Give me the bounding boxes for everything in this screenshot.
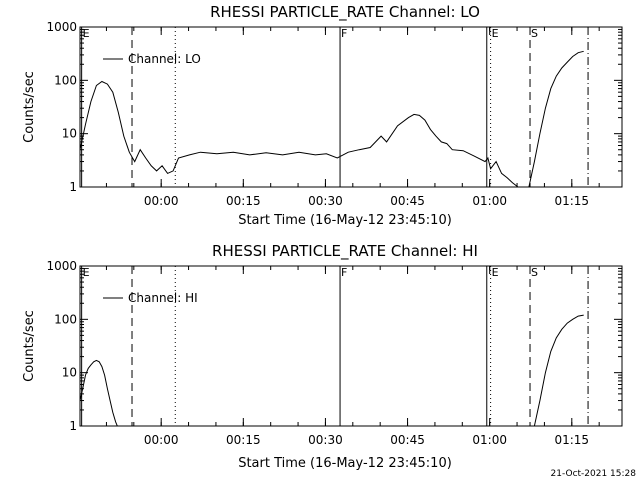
x-tick-label: 00:00: [144, 194, 179, 208]
series-line: [80, 314, 584, 426]
y-axis-label: Counts/sec: [22, 310, 37, 382]
plot-frame: [79, 26, 623, 188]
x-tick-label: 00:45: [390, 433, 425, 447]
x-axis-label: Start Time (16-May-12 23:45:10): [238, 456, 452, 471]
event-marker-label: S: [531, 266, 538, 279]
x-tick-label: 01:15: [554, 433, 589, 447]
x-tick-label: 01:15: [554, 194, 589, 208]
x-tick-label: 00:15: [226, 433, 261, 447]
event-marker-label: F: [341, 27, 347, 40]
y-tick-label: 10: [62, 366, 77, 380]
event-marker-label: F: [341, 266, 347, 279]
x-tick-label: 00:00: [144, 433, 179, 447]
event-marker-label: S: [531, 27, 538, 40]
dynamic-marks: 1 10 100 1000 00:00 00:15 00:30 00:45 01:00 01:15…: [46, 20, 622, 208]
event-marker-label: E: [492, 266, 499, 279]
y-axis-label: Counts/sec: [22, 71, 37, 143]
x-tick-label: 00:15: [226, 194, 261, 208]
chart-title: RHESSI PARTICLE_RATE Channel: HI: [212, 242, 478, 261]
dynamic-marks: 1 10 100 1000 00:00 00:15 00:30 00:45 01:00 01:15…: [46, 259, 622, 447]
event-marker-label: E: [83, 27, 90, 40]
y-tick-label: 100: [54, 312, 77, 326]
footer-timestamp: 21-Oct-2021 15:28: [551, 469, 637, 479]
x-tick-label: 00:30: [308, 433, 343, 447]
y-tick-label: 10: [62, 127, 77, 141]
y-tick-label: 100: [54, 73, 77, 87]
x-axis-label: Start Time (16-May-12 23:45:10): [238, 213, 452, 228]
plot-frame: [79, 265, 623, 427]
chart-panel-lo: RHESSI PARTICLE_RATE Channel: LO Counts/…: [22, 3, 623, 228]
x-tick-label: 01:00: [472, 433, 507, 447]
x-tick-label: 00:45: [390, 194, 425, 208]
event-marker-label: E: [492, 27, 499, 40]
chart-panel-hi: RHESSI PARTICLE_RATE Channel: HI Counts/…: [22, 242, 623, 471]
y-tick-label: 1: [69, 180, 77, 194]
x-tick-label: 01:00: [472, 194, 507, 208]
legend-label: Channel: LO: [128, 52, 201, 66]
y-tick-label: 1000: [46, 259, 77, 273]
chart-title: RHESSI PARTICLE_RATE Channel: LO: [210, 3, 480, 22]
x-tick-label: 00:30: [308, 194, 343, 208]
event-marker-label: E: [83, 266, 90, 279]
y-tick-label: 1000: [46, 20, 77, 34]
series-line: [80, 50, 584, 187]
y-tick-label: 1: [69, 419, 77, 433]
legend-label: Channel: HI: [128, 291, 198, 305]
